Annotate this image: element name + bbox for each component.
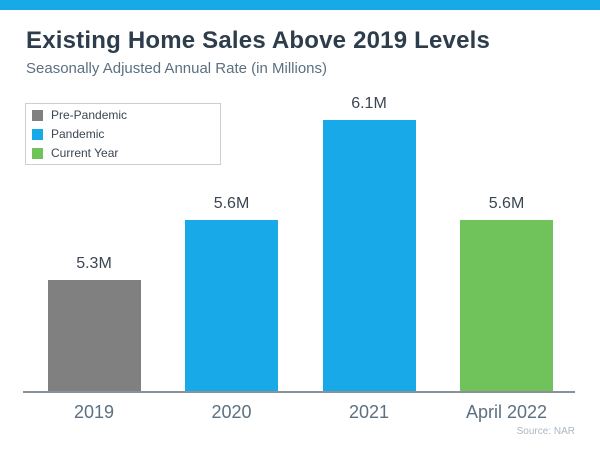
legend-label: Pandemic [51, 127, 105, 141]
legend-item-current-year: Current Year [32, 146, 220, 160]
chart-title: Existing Home Sales Above 2019 Levels [26, 27, 491, 54]
x-tick-label-2021: 2021 [348, 402, 390, 422]
chart-subtitle: Seasonally Adjusted Annual Rate (in Mill… [26, 60, 328, 77]
legend-swatch-icon [32, 147, 43, 159]
bar-april-2022 [460, 220, 553, 391]
bar-value-label-2019: 5.3M [76, 255, 112, 272]
x-axis-line [23, 391, 575, 393]
legend-swatch-icon [32, 109, 43, 121]
legend-item-pre-pandemic: Pre-Pandemic [32, 108, 220, 122]
bar-2019 [47, 280, 141, 391]
bar-value-label-2021: 6.1M [351, 95, 387, 112]
legend-item-pandemic: Pandemic [32, 127, 220, 141]
legend-label: Current Year [51, 146, 119, 160]
legend-box: Pre-Pandemic Pandemic Current Year [25, 103, 221, 165]
bar-2020 [185, 220, 278, 391]
bar-value-label-2020: 5.6M [213, 195, 250, 212]
source-attribution: Source: NAR [516, 426, 575, 437]
x-tick-label-2020: 2020 [211, 402, 252, 422]
x-tick-label-2019: 2019 [73, 402, 115, 422]
x-tick-label-april-2022: April 2022 [465, 402, 548, 422]
bar-2021 [322, 120, 416, 391]
top-accent-strip [0, 0, 600, 10]
bar-value-label-april-2022: 5.6M [488, 195, 525, 212]
legend-swatch-icon [32, 128, 43, 140]
legend-label: Pre-Pandemic [51, 108, 128, 122]
